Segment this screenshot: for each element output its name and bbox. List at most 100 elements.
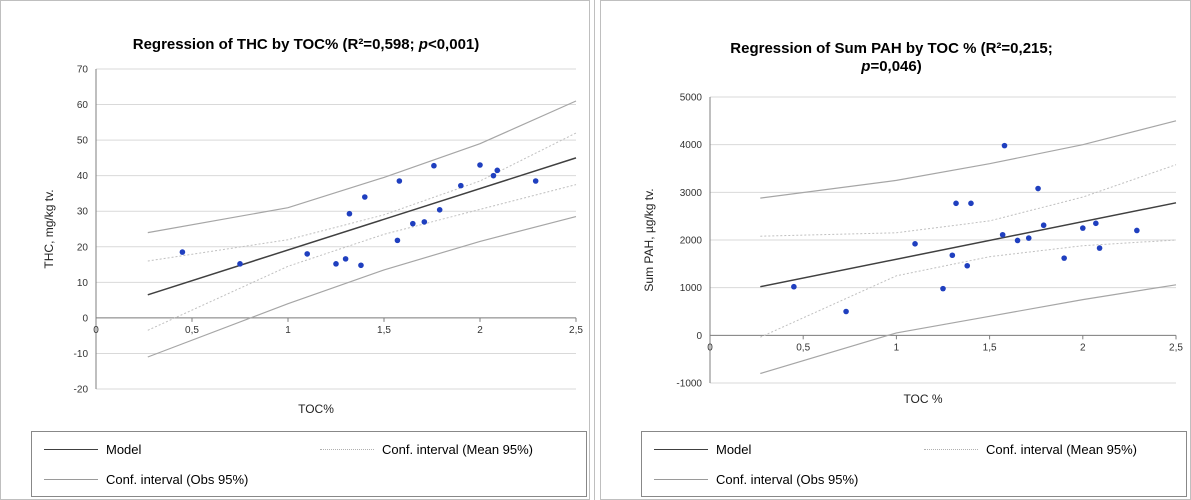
x-tick-label: 2 (1080, 342, 1086, 353)
legend-label-obs-ci: Conf. interval (Obs 95%) (716, 471, 859, 487)
data-point (968, 200, 974, 207)
chart-title: Regression of Sum PAH by TOC % (R²=0,215… (730, 40, 1052, 57)
x-tick-label: 1,5 (983, 342, 997, 353)
y-tick-label: -20 (74, 385, 89, 396)
legend-label-model: Model (716, 441, 752, 457)
chart-title: Regression of THC by TOC% (R²=0,598; p<0… (133, 36, 480, 53)
data-point (1134, 227, 1140, 234)
y-tick-label: 10 (77, 278, 89, 289)
data-point (358, 262, 364, 269)
y-tick-label: 4000 (680, 140, 703, 151)
legend-swatch-mean-ci (924, 448, 978, 450)
data-point (964, 262, 971, 269)
data-point (953, 200, 959, 207)
data-point (949, 252, 956, 259)
data-point (532, 178, 539, 184)
data-point (494, 167, 501, 174)
x-axis-label: TOC % (903, 392, 942, 406)
legend-item-mean-ci: Conf. interval (Mean 95%) (320, 440, 533, 458)
legend-swatch-mean-ci (320, 448, 374, 450)
x-tick-label: 2 (477, 325, 483, 336)
x-tick-label: 2,5 (569, 325, 583, 336)
data-point (362, 194, 368, 200)
x-tick-label: 0 (707, 342, 713, 353)
data-point (843, 308, 849, 315)
x-axis-label: TOC% (298, 402, 334, 416)
data-point (237, 261, 243, 267)
mean-ci-upper-line (147, 132, 577, 262)
x-tick-label: 2,5 (1169, 342, 1183, 353)
data-point (458, 182, 464, 189)
data-point (999, 231, 1006, 238)
y-tick-label: 5000 (680, 93, 703, 104)
x-tick-label: 1,5 (377, 325, 391, 336)
legend-item-obs-ci: Conf. interval (Obs 95%) (44, 470, 248, 488)
legend-item-mean-ci: Conf. interval (Mean 95%) (924, 440, 1137, 458)
y-tick-label: 0 (696, 331, 702, 342)
obs-ci-upper-line (147, 100, 577, 234)
data-point (304, 251, 311, 257)
thc-chart-svg: -20 -10 0 10 20 30 40 50 60 70 0 0,5 1 1,5 2 2,5 TOC% THC… (42, 36, 583, 416)
legend-label-model: Model (106, 441, 142, 457)
panel-divider (594, 0, 595, 500)
model-line (760, 202, 1177, 288)
pah-chart-svg: -1000 0 1000 2000 3000 4000 5000 0 0,5 1 1,5 2 2,5 TO… (642, 40, 1183, 406)
x-tick-label: 0 (93, 325, 99, 336)
data-point (396, 178, 403, 184)
data-point (410, 220, 416, 227)
chart-title-line2: p=0,046) (860, 58, 921, 75)
legend-item-obs-ci: Conf. interval (Obs 95%) (654, 470, 858, 488)
data-point (1040, 222, 1047, 229)
data-point (421, 219, 428, 225)
data-point (1093, 220, 1099, 227)
legend-label-obs-ci: Conf. interval (Obs 95%) (106, 471, 249, 487)
x-tick-label: 0,5 (185, 325, 199, 336)
data-point (342, 256, 349, 262)
legend-swatch-model (44, 448, 98, 450)
x-tick-label: 1 (894, 342, 900, 353)
y-axis-label: Sum PAH, µg/kg tv. (642, 188, 656, 291)
legend-item-model: Model (654, 440, 751, 458)
legend-thc: Model Conf. interval (Mean 95%) Conf. in… (31, 431, 587, 497)
data-point (791, 283, 797, 290)
mean-ci-lower-line (760, 239, 1177, 338)
mean-ci-upper-line (760, 164, 1177, 237)
data-point (1014, 237, 1021, 244)
y-tick-label: 50 (77, 136, 89, 147)
legend-pah: Model Conf. interval (Mean 95%) Conf. in… (641, 431, 1187, 497)
y-tick-label: -1000 (676, 379, 702, 390)
data-point (1001, 142, 1008, 149)
data-point (179, 249, 186, 255)
y-tick-label: 1000 (680, 283, 703, 294)
legend-label-mean-ci: Conf. interval (Mean 95%) (986, 441, 1138, 457)
data-point (394, 237, 401, 244)
data-point (1096, 245, 1103, 251)
data-point (431, 162, 437, 169)
y-tick-label: 2000 (680, 236, 703, 247)
data-point (1025, 235, 1032, 241)
x-tick-label: 0,5 (796, 342, 810, 353)
obs-ci-upper-line (760, 120, 1177, 199)
data-point (477, 162, 483, 168)
data-point (940, 285, 946, 292)
chart-panel-thc: -20 -10 0 10 20 30 40 50 60 70 0 0,5 1 1,5 2 2,5 TOC% THC… (0, 0, 590, 500)
y-tick-label: 70 (77, 65, 89, 76)
y-tick-label: 20 (77, 242, 89, 253)
data-point (490, 172, 497, 179)
chart-panel-pah: -1000 0 1000 2000 3000 4000 5000 0 0,5 1 1,5 2 2,5 TO… (600, 0, 1191, 500)
y-axis-label: THC, mg/kg tv. (42, 189, 56, 268)
legend-swatch-model (654, 448, 708, 450)
y-tick-label: 0 (82, 313, 88, 324)
x-tick-label: 1 (285, 325, 291, 336)
mean-ci-lower-line (147, 184, 577, 331)
legend-item-model: Model (44, 440, 141, 458)
data-point (346, 210, 353, 217)
obs-ci-lower-line (760, 284, 1177, 375)
model-line (147, 157, 577, 296)
data-point (1035, 185, 1041, 192)
data-point (912, 241, 918, 247)
y-tick-label: 30 (77, 207, 89, 218)
legend-label-mean-ci: Conf. interval (Mean 95%) (382, 441, 534, 457)
y-tick-label: 60 (77, 100, 89, 111)
data-point (1080, 225, 1086, 231)
